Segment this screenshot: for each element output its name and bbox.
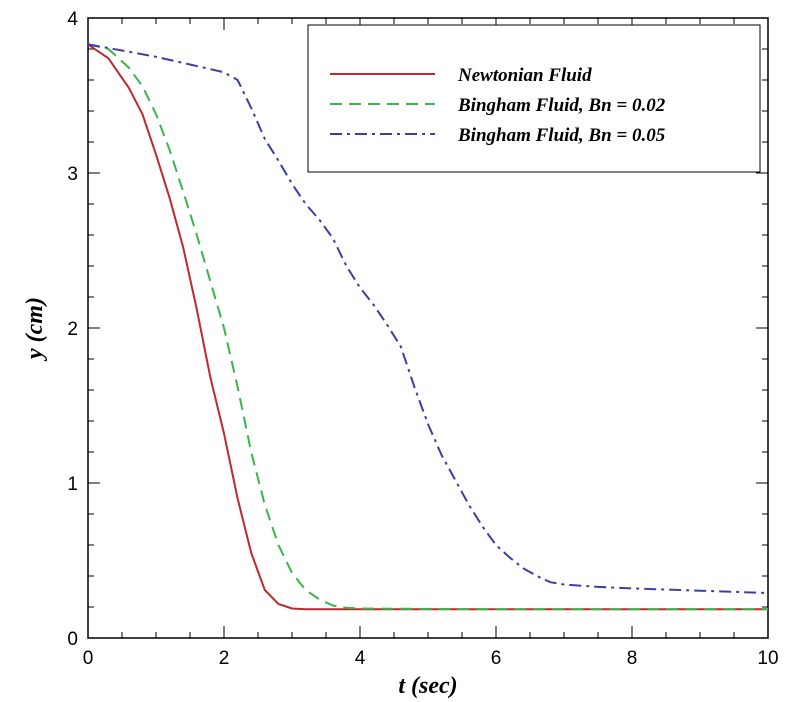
y-tick-label: 2 <box>67 319 78 340</box>
tick-marks <box>87 17 769 639</box>
x-tick-label: 4 <box>355 648 366 669</box>
tick-labels: 0 2 4 6 8 10 0 1 2 3 4 <box>67 9 778 669</box>
x-axis-title: t (sec) <box>398 673 457 699</box>
x-tick-label: 8 <box>627 648 638 669</box>
series-lines <box>87 43 769 611</box>
y-tick-label: 1 <box>67 474 78 495</box>
legend-box <box>307 24 761 173</box>
legend-label-1: Newtonian Fluid <box>457 65 592 86</box>
x-tick-label: 10 <box>757 648 778 669</box>
x-tick-label: 6 <box>491 648 502 669</box>
legend: Newtonian Fluid Bingham Fluid, Bn = 0.02 B… <box>307 24 761 173</box>
y-tick-label: 4 <box>67 9 78 30</box>
x-tick-label: 0 <box>83 648 94 669</box>
series-line-1 <box>87 43 768 611</box>
y-axis-title: y (cm) <box>22 297 48 362</box>
legend-entries: Newtonian Fluid Bingham Fluid, Bn = 0.02 B… <box>330 65 666 146</box>
series-line-2 <box>87 43 768 611</box>
series-line-3 <box>87 43 769 594</box>
legend-label-2: Bingham Fluid, Bn = 0.02 <box>457 95 666 116</box>
legend-label-3: Bingham Fluid, Bn = 0.05 <box>457 125 666 146</box>
x-tick-label: 2 <box>219 648 230 669</box>
y-tick-label: 0 <box>67 629 78 650</box>
y-tick-label: 3 <box>67 164 78 185</box>
